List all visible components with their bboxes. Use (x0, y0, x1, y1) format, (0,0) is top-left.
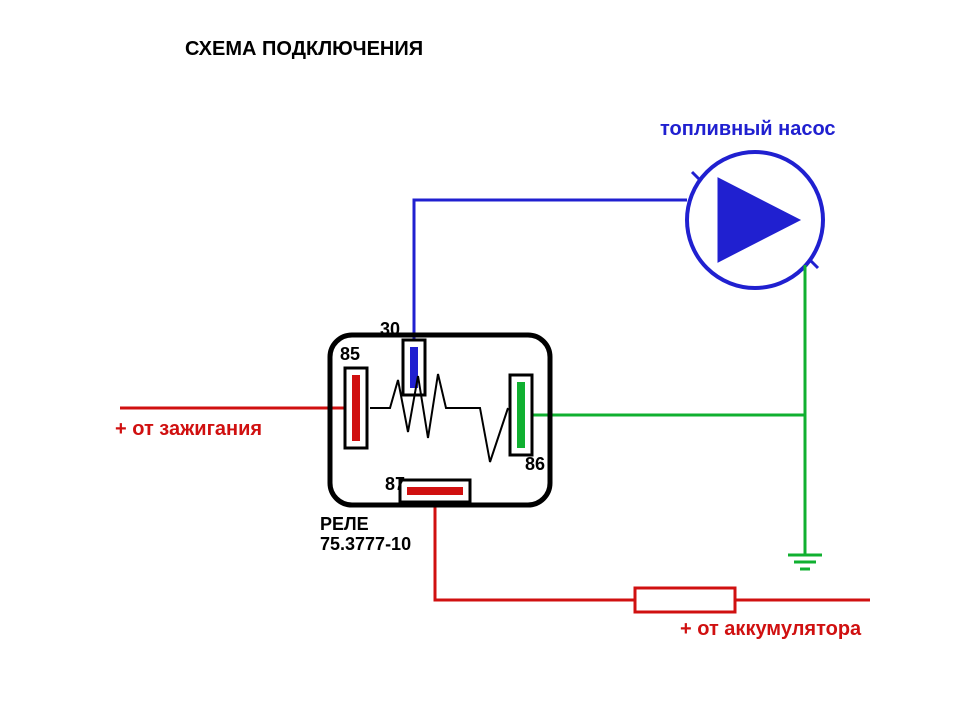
pin85-label: 85 (340, 344, 360, 364)
pin87-inner (407, 487, 463, 495)
pump-triangle (718, 178, 800, 262)
pin86-label: 86 (525, 454, 545, 474)
pin85-inner (352, 375, 360, 441)
wire-blue (414, 200, 687, 345)
relay-coil (370, 374, 508, 462)
pin87-label: 87 (385, 474, 405, 494)
pin30-label: 30 (380, 319, 400, 339)
fuse (635, 588, 735, 612)
wiring-diagram: СХЕМА ПОДКЛЮЧЕНИЯ топливный насос 30 85 … (0, 0, 972, 710)
pump-tick-1 (692, 172, 700, 180)
wire-red-battery-1 (435, 502, 635, 600)
ignition-label: + от зажигания (115, 418, 262, 440)
relay-label-1: РЕЛЕ (320, 514, 369, 534)
pin86-inner (517, 382, 525, 448)
pump-tick-2 (810, 260, 818, 268)
battery-label: + от аккумулятора (680, 618, 862, 640)
relay-label-2: 75.3777-10 (320, 534, 411, 554)
pump-label: топливный насос (660, 118, 836, 140)
diagram-title: СХЕМА ПОДКЛЮЧЕНИЯ (185, 38, 423, 60)
